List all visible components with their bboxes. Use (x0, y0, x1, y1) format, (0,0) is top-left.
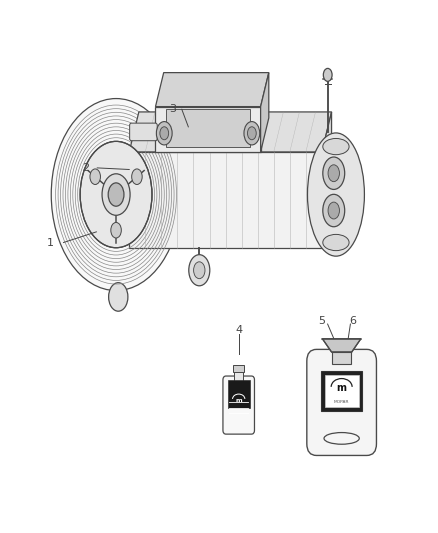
Text: m: m (337, 383, 346, 393)
Ellipse shape (111, 222, 121, 238)
Ellipse shape (323, 235, 349, 251)
Bar (233, 365, 244, 372)
Ellipse shape (102, 174, 130, 215)
FancyBboxPatch shape (223, 376, 254, 434)
Ellipse shape (323, 195, 345, 227)
Bar (321, 371, 362, 410)
Polygon shape (155, 72, 269, 107)
Ellipse shape (307, 133, 364, 256)
Text: MOPAR: MOPAR (334, 400, 350, 404)
Ellipse shape (132, 169, 142, 184)
Bar (325, 375, 359, 407)
Text: 4: 4 (235, 326, 242, 335)
Bar (332, 352, 351, 364)
Ellipse shape (328, 202, 339, 219)
Polygon shape (261, 72, 269, 152)
Ellipse shape (328, 165, 339, 182)
Text: m: m (235, 398, 242, 402)
FancyBboxPatch shape (130, 123, 157, 141)
Text: 6: 6 (349, 316, 356, 326)
Text: 5: 5 (318, 316, 325, 326)
Ellipse shape (160, 127, 169, 140)
Text: 3: 3 (170, 104, 177, 114)
Ellipse shape (156, 122, 172, 145)
Ellipse shape (323, 139, 349, 155)
FancyBboxPatch shape (166, 109, 250, 147)
Polygon shape (322, 112, 332, 248)
FancyBboxPatch shape (129, 152, 322, 248)
Bar (234, 372, 243, 381)
Ellipse shape (108, 183, 124, 206)
Ellipse shape (51, 99, 181, 290)
Text: 2: 2 (82, 163, 89, 173)
Ellipse shape (323, 68, 332, 82)
Ellipse shape (247, 127, 256, 140)
Polygon shape (129, 112, 332, 152)
Ellipse shape (189, 255, 210, 286)
Ellipse shape (194, 262, 205, 279)
Ellipse shape (244, 122, 260, 145)
Ellipse shape (323, 157, 345, 189)
Ellipse shape (80, 141, 152, 248)
Bar (227, 379, 250, 408)
FancyBboxPatch shape (155, 107, 261, 152)
Ellipse shape (109, 282, 128, 311)
Ellipse shape (90, 169, 100, 184)
Text: 1: 1 (47, 238, 54, 247)
Polygon shape (322, 339, 361, 352)
FancyBboxPatch shape (307, 350, 376, 455)
